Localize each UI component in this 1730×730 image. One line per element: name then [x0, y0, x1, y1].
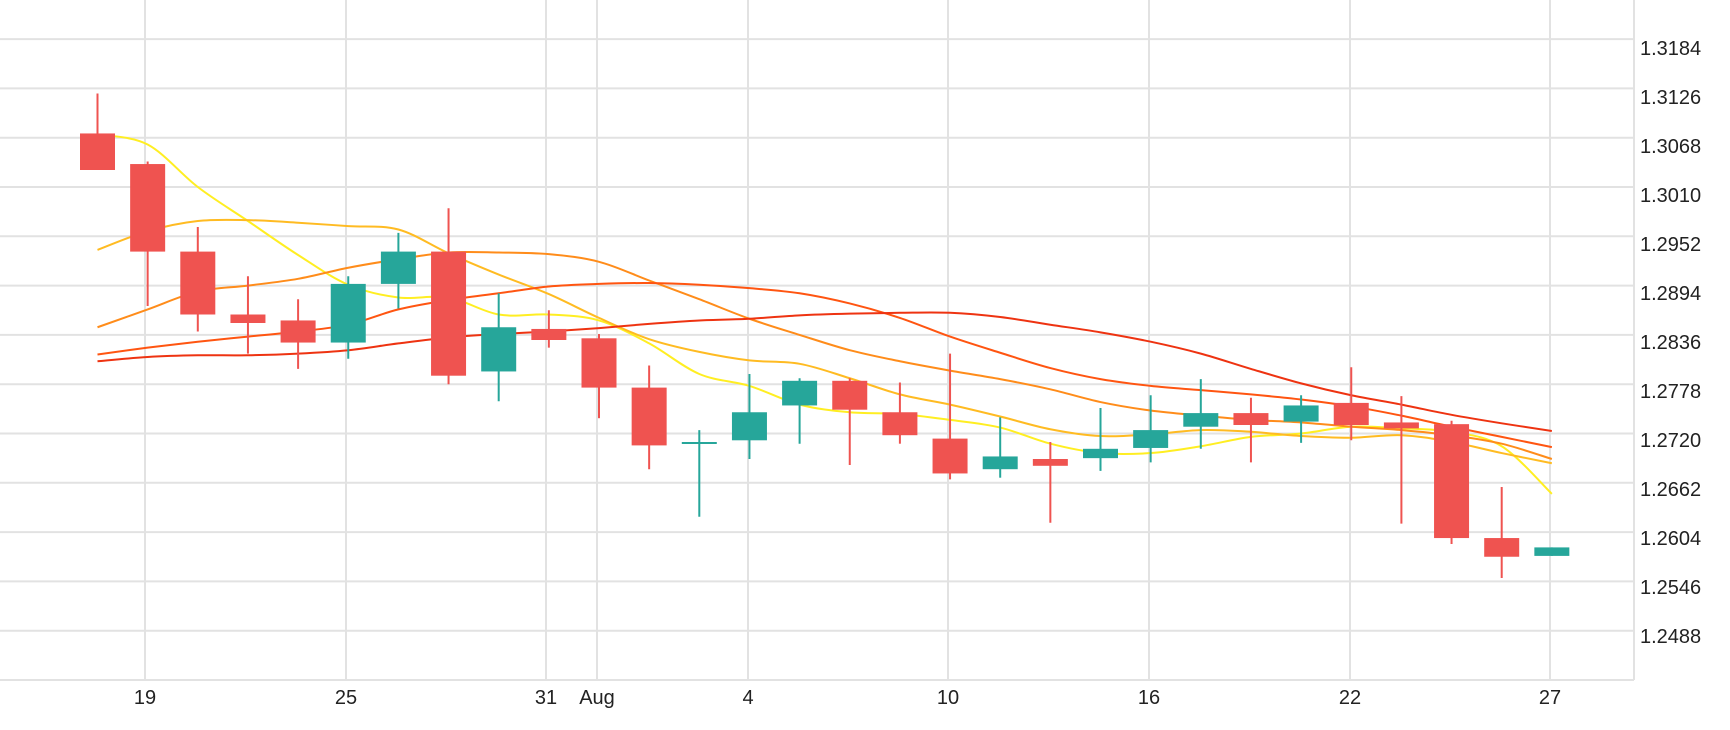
y-tick-label: 1.2662 — [1640, 479, 1701, 501]
candle-body — [1534, 547, 1570, 556]
candle — [230, 276, 266, 354]
candle-body — [531, 328, 567, 340]
candle-body — [1233, 413, 1269, 425]
y-tick-label: 1.2604 — [1640, 528, 1701, 550]
candle-body — [1434, 424, 1470, 539]
candle — [330, 276, 366, 359]
moving-average-line — [97, 218, 1553, 465]
candle — [1083, 408, 1118, 471]
y-tick-label: 1.3184 — [1640, 38, 1701, 60]
y-tick-label: 1.2720 — [1640, 430, 1701, 452]
candle-body — [631, 387, 667, 446]
candle — [481, 293, 517, 402]
candle — [280, 299, 316, 369]
x-tick-label: 25 — [335, 687, 357, 709]
price-axis: 1.3184 1.3126 1.3068 1.3010 1.2952 1.289… — [1640, 38, 1701, 648]
candle-body — [1283, 405, 1319, 422]
candle — [1534, 547, 1570, 556]
x-tick-label: Aug — [579, 687, 615, 709]
candle — [631, 365, 667, 470]
candle-body — [230, 314, 266, 323]
y-tick-label: 1.2952 — [1640, 234, 1701, 256]
candle — [1183, 379, 1219, 449]
candle-body — [1133, 430, 1169, 448]
candle — [1032, 442, 1068, 523]
candle — [731, 374, 767, 459]
candle — [1283, 395, 1319, 443]
y-tick-label: 1.3126 — [1640, 87, 1701, 109]
moving-average-line — [97, 133, 1553, 495]
candle — [1133, 395, 1169, 463]
candle — [882, 382, 918, 444]
candle — [1233, 397, 1269, 463]
y-tick-label: 1.2546 — [1640, 577, 1701, 599]
candle-body — [1032, 459, 1068, 466]
candle-body — [782, 380, 818, 406]
y-tick-label: 1.2836 — [1640, 332, 1701, 354]
candle — [1333, 367, 1369, 441]
candle — [932, 353, 968, 480]
candle — [380, 232, 416, 309]
candle-body — [581, 338, 617, 388]
candle — [431, 208, 467, 385]
x-tick-label: 4 — [742, 687, 753, 709]
x-tick-label: 16 — [1138, 687, 1160, 709]
moving-average-layer — [97, 133, 1553, 495]
candle — [80, 93, 115, 170]
candle-body — [1183, 413, 1219, 427]
y-tick-label: 1.3068 — [1640, 136, 1701, 158]
candle-body — [130, 164, 166, 252]
candle — [982, 417, 1018, 478]
x-tick-label: 27 — [1539, 687, 1561, 709]
candle-body — [1484, 538, 1520, 557]
y-tick-label: 1.2778 — [1640, 381, 1701, 403]
candle-body — [481, 327, 517, 372]
candle-body — [882, 412, 918, 436]
candle — [1383, 396, 1419, 524]
candles-layer — [80, 93, 1570, 578]
x-tick-label: 31 — [535, 687, 557, 709]
candle-body — [681, 442, 717, 444]
candle-body — [180, 251, 216, 315]
candle-body — [932, 438, 968, 474]
candle — [1484, 487, 1520, 578]
date-axis: 19 25 31 Aug 4 10 16 22 27 — [134, 687, 1561, 709]
candle-body — [280, 320, 316, 343]
x-tick-label: 19 — [134, 687, 156, 709]
candle-body — [330, 283, 366, 343]
candle — [531, 310, 567, 348]
candle-body — [380, 251, 416, 284]
candle-body — [731, 412, 767, 441]
candle — [130, 161, 166, 306]
moving-average-line — [97, 282, 1553, 449]
x-tick-label: 22 — [1339, 687, 1361, 709]
candle-body — [1083, 448, 1118, 459]
candle — [832, 378, 868, 465]
y-tick-label: 1.2894 — [1640, 283, 1701, 305]
candle-body — [80, 133, 115, 170]
candle-body — [431, 251, 467, 376]
candle-body — [1383, 422, 1419, 429]
candle — [581, 334, 617, 419]
candle — [1434, 420, 1470, 544]
candle — [180, 226, 216, 332]
candle-body — [832, 380, 868, 410]
candle — [782, 378, 818, 444]
moving-average-line — [97, 250, 1553, 460]
candle — [681, 430, 717, 517]
candle-body — [982, 456, 1018, 470]
moving-average-line — [97, 311, 1553, 432]
candle-body — [1333, 402, 1369, 425]
y-tick-label: 1.3010 — [1640, 185, 1701, 207]
x-tick-label: 10 — [937, 687, 959, 709]
y-tick-label: 1.2488 — [1640, 626, 1701, 648]
